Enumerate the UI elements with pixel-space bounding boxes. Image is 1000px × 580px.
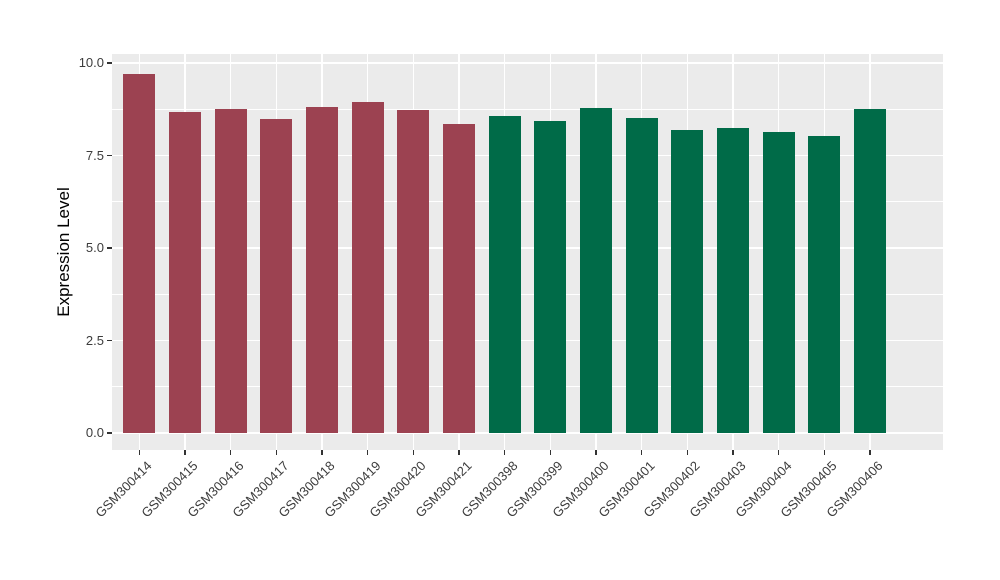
y-tick-label: 10.0 — [78, 55, 104, 70]
x-tick-mark — [640, 450, 643, 455]
x-tick-mark — [184, 450, 186, 455]
gridline-major-y — [112, 339, 943, 342]
y-tick-label: 5.0 — [85, 240, 104, 255]
x-tick-mark — [275, 450, 278, 455]
bar-GSM300405 — [808, 135, 841, 433]
bar-GSM300402 — [671, 130, 704, 433]
bar-GSM300420 — [397, 109, 430, 433]
bar-GSM300415 — [169, 112, 202, 433]
bar-GSM300404 — [762, 132, 795, 433]
y-tick-mark — [107, 247, 112, 249]
gridline-major-y — [112, 247, 943, 249]
x-tick-mark — [503, 450, 506, 455]
bar-GSM300419 — [351, 102, 384, 433]
y-tick-mark — [107, 62, 112, 64]
y-tick-mark — [107, 154, 112, 157]
x-tick-mark — [549, 450, 552, 455]
gridline-major-y — [112, 62, 943, 64]
y-tick-label: 0.0 — [85, 425, 104, 440]
bar-GSM300403 — [716, 128, 749, 433]
bar-GSM300401 — [625, 118, 658, 433]
bar-GSM300414 — [123, 74, 156, 433]
x-tick-mark — [412, 450, 415, 455]
gridline-minor-y — [112, 201, 943, 203]
x-tick-mark — [823, 450, 826, 455]
x-tick-mark — [458, 450, 460, 455]
x-tick-mark — [595, 450, 597, 455]
gridline-minor-y — [112, 386, 943, 388]
x-tick-mark — [366, 450, 369, 455]
bar-GSM300399 — [534, 121, 567, 433]
bar-GSM300398 — [488, 115, 521, 433]
bar-GSM300400 — [580, 107, 612, 433]
bar-GSM300417 — [260, 119, 293, 433]
gridline-major-y — [112, 432, 943, 434]
x-tick-mark — [777, 450, 780, 455]
bar-GSM300418 — [306, 106, 338, 433]
x-tick-mark — [686, 450, 689, 455]
x-tick-mark — [321, 450, 323, 455]
gridline-major-y — [112, 154, 943, 157]
x-tick-mark — [869, 450, 871, 455]
bar-GSM300406 — [853, 108, 886, 433]
y-tick-mark — [107, 432, 112, 434]
x-tick-mark — [138, 450, 141, 455]
gridline-minor-y — [112, 108, 943, 110]
y-tick-label: 2.5 — [85, 332, 104, 348]
plot-panel — [112, 54, 943, 450]
y-tick-label: 7.5 — [85, 147, 104, 163]
y-axis-title: Expression Level — [54, 187, 73, 317]
bar-GSM300416 — [214, 108, 247, 433]
x-tick-mark — [732, 450, 734, 455]
bar-GSM300421 — [443, 124, 475, 433]
x-tick-mark — [229, 450, 232, 455]
gridline-minor-y — [112, 293, 943, 295]
y-tick-mark — [107, 339, 112, 342]
